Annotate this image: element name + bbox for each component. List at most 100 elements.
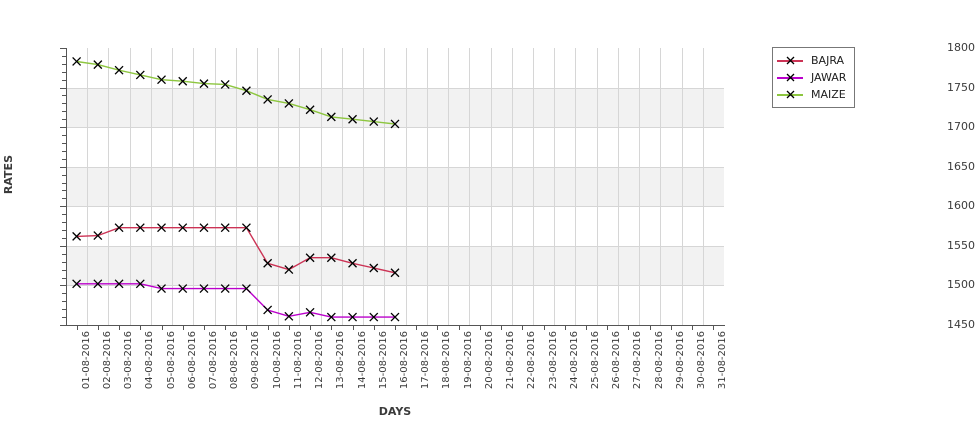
gridline-vertical [682,48,683,325]
gridline-vertical [108,48,109,325]
y-tick-minor [62,230,66,231]
y-tick [60,167,66,168]
x-tick-label: 17-08-2016 [420,331,431,390]
gridline-vertical [151,48,152,325]
x-tick-label: 22-08-2016 [526,331,537,390]
x-tick [353,325,354,330]
x-tick [183,325,184,330]
legend-item-maize[interactable]: MAIZE [777,86,846,103]
x-tick [246,325,247,330]
gridline-vertical [491,48,492,325]
gridline-horizontal [66,245,724,247]
y-tick-minor [62,72,66,73]
y-tick-minor [62,95,66,96]
gridline-vertical [257,48,258,325]
gridline-vertical [215,48,216,325]
gridline-vertical [384,48,385,325]
x-tick [480,325,481,330]
gridline-vertical [87,48,88,325]
x-tick-label: 30-08-2016 [696,331,707,390]
y-tick-label: 1600 [947,199,975,212]
x-tick [713,325,714,330]
gridline-vertical [299,48,300,325]
x-tick-label: 24-08-2016 [569,331,580,390]
y-tick-minor [62,143,66,144]
x-tick-label: 12-08-2016 [314,331,325,390]
x-tick [544,325,545,330]
y-tick-minor [62,111,66,112]
x-tick-label: 16-08-2016 [399,331,410,390]
x-tick [268,325,269,330]
legend-marker-x-icon [786,56,795,65]
x-tick [119,325,120,330]
y-tick [60,285,66,286]
legend-label: BAJRA [811,54,845,67]
y-axis-line [66,48,67,326]
y-tick [60,88,66,89]
gridline-horizontal [66,285,724,287]
x-tick [607,325,608,330]
y-tick-minor [62,262,66,263]
x-tick [628,325,629,330]
x-tick [331,325,332,330]
legend-swatch-icon [777,71,803,84]
x-tick [650,325,651,330]
x-tick-label: 04-08-2016 [144,331,155,390]
gridline-vertical [236,48,237,325]
gridline-horizontal [66,87,724,89]
y-tick-minor [62,254,66,255]
y-tick-label: 1450 [947,318,975,331]
legend-marker-x-icon [786,90,795,99]
gridline-vertical [406,48,407,325]
gridline-vertical [639,48,640,325]
x-tick [671,325,672,330]
x-tick-label: 03-08-2016 [123,331,134,390]
legend-item-jawar[interactable]: JAWAR [777,69,846,86]
x-tick [77,325,78,330]
gridline-vertical [363,48,364,325]
x-tick [204,325,205,330]
gridline-vertical [427,48,428,325]
y-tick-minor [62,214,66,215]
y-tick-label: 1500 [947,278,975,291]
x-tick-label: 23-08-2016 [548,331,559,390]
gridline-vertical [618,48,619,325]
x-tick-label: 10-08-2016 [272,331,283,390]
y-tick-minor [62,222,66,223]
y-tick-label: 1650 [947,160,975,173]
x-tick [162,325,163,330]
x-tick-label: 31-08-2016 [717,331,728,390]
gridline-horizontal [66,206,724,208]
y-tick-minor [62,175,66,176]
x-tick [522,325,523,330]
x-tick-label: 15-08-2016 [378,331,389,390]
y-tick-minor [62,317,66,318]
legend-label: MAIZE [811,88,846,101]
legend-marker-x-icon [786,73,795,82]
y-tick-minor [62,80,66,81]
gridline-vertical [575,48,576,325]
plot-band [66,166,724,207]
y-tick-minor [62,278,66,279]
x-tick [416,325,417,330]
gridline-vertical [554,48,555,325]
legend-item-bajra[interactable]: BAJRA [777,52,846,69]
y-tick-label: 1750 [947,81,975,94]
x-tick [437,325,438,330]
x-tick [140,325,141,330]
y-tick-minor [62,309,66,310]
x-tick [395,325,396,330]
x-tick-label: 01-08-2016 [81,331,92,390]
x-tick-label: 06-08-2016 [187,331,198,390]
y-tick-label: 1800 [947,41,975,54]
y-tick-minor [62,151,66,152]
gridline-vertical [512,48,513,325]
x-tick-label: 18-08-2016 [441,331,452,390]
x-tick-label: 25-08-2016 [590,331,601,390]
x-tick-label: 14-08-2016 [357,331,368,390]
y-tick-label: 1550 [947,239,975,252]
gridline-vertical [130,48,131,325]
legend-swatch-icon [777,88,803,101]
gridline-vertical [597,48,598,325]
x-tick-label: 28-08-2016 [654,331,665,390]
